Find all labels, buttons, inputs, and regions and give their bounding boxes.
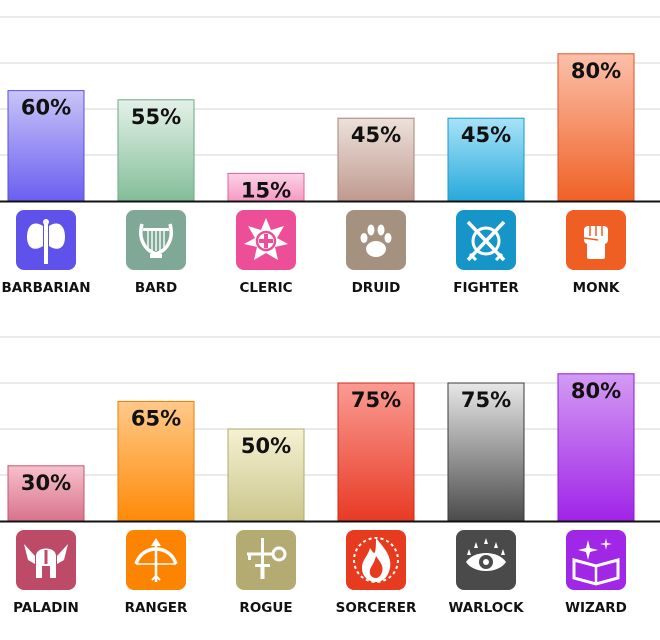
class-label-druid: DRUID: [352, 280, 401, 296]
class-label-fighter: FIGHTER: [453, 280, 519, 296]
crossed-swords-shield-icon: [456, 210, 516, 270]
bar-barbarian: [7, 90, 85, 202]
bar-label-barbarian: 60%: [21, 96, 71, 120]
bar-cleric: [227, 172, 305, 202]
raised-fist-icon: [566, 210, 626, 270]
bar-label-wizard: 80%: [571, 379, 621, 403]
holy-symbol-icon: [236, 210, 296, 270]
bar-label-sorcerer: 75%: [351, 388, 401, 412]
bar-bard: [117, 99, 195, 202]
bar-label-druid: 45%: [351, 123, 401, 147]
chart-panel-2: 30% PALADIN 65% RANGER 50% ROGUE 75% SORCERER 75…: [0, 336, 660, 616]
bar-wizard: [557, 373, 635, 522]
class-label-cleric: CLERIC: [239, 280, 292, 296]
class-label-wizard: WIZARD: [565, 600, 627, 616]
bar-label-fighter: 45%: [461, 123, 511, 147]
winged-helmet-icon: [16, 530, 76, 590]
battle-axe-icon: [16, 210, 76, 270]
dagger-and-key-icon: [236, 530, 296, 590]
bar-label-warlock: 75%: [461, 388, 511, 412]
class-label-ranger: RANGER: [125, 600, 188, 616]
bar-rogue: [227, 428, 305, 522]
chart-panel-1: 60% BARBARIAN 55% BARD 15% CLERIC 45% DRUID 45% F…: [0, 16, 660, 296]
lyre-icon: [126, 210, 186, 270]
bar-label-monk: 80%: [571, 59, 621, 83]
class-label-paladin: PALADIN: [13, 600, 79, 616]
class-label-barbarian: BARBARIAN: [1, 280, 90, 296]
bar-label-paladin: 30%: [21, 471, 71, 495]
flame-icon: [346, 530, 406, 590]
class-label-bard: BARD: [135, 280, 177, 296]
bar-monk: [557, 53, 635, 202]
class-label-rogue: ROGUE: [239, 600, 292, 616]
bar-sorcerer: [337, 382, 415, 522]
bar-label-cleric: 15%: [241, 178, 291, 202]
spellbook-icon: [566, 530, 626, 590]
bar-fighter: [447, 117, 525, 202]
class-label-monk: MONK: [573, 280, 620, 296]
bow-and-arrow-icon: [126, 530, 186, 590]
paw-print-icon: [346, 210, 406, 270]
bar-warlock: [447, 382, 525, 522]
bar-label-bard: 55%: [131, 105, 181, 129]
bar-druid: [337, 117, 415, 202]
eye-icon: [456, 530, 516, 590]
bar-label-ranger: 65%: [131, 406, 181, 430]
class-label-warlock: WARLOCK: [448, 600, 524, 616]
class-label-sorcerer: SORCERER: [336, 600, 417, 616]
bar-label-rogue: 50%: [241, 434, 291, 458]
